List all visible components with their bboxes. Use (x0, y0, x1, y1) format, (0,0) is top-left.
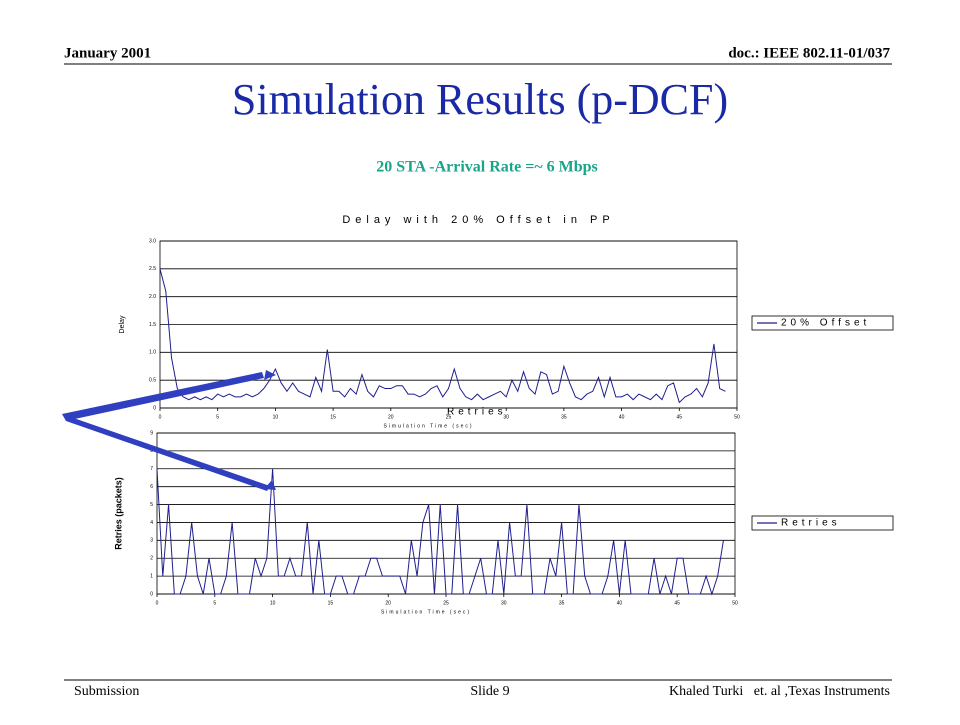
x-tick-label: 25 (446, 414, 452, 420)
x-tick-label: 25 (443, 600, 449, 606)
x-tick-label: 50 (734, 414, 740, 420)
legend-label: 20% Offset (781, 318, 870, 329)
slide-title: Simulation Results (p-DCF) (232, 75, 728, 124)
annotation: Retries (447, 407, 507, 418)
data-line (159, 268, 726, 404)
y-tick-label: 2 (150, 556, 153, 562)
legend-box (751, 515, 894, 531)
arrow-head (264, 370, 276, 380)
x-tick-label: 50 (732, 600, 738, 606)
y-tick-label: 1 (150, 573, 153, 579)
slide-subtitle: 20 STA -Arrival Rate =~ 6 Mbps (376, 159, 598, 176)
y-tick-label: 2.5 (149, 266, 156, 272)
x-tick-label: 0 (159, 414, 162, 420)
y-tick-label: 3 (150, 538, 153, 544)
legend-label: Retries (781, 518, 841, 529)
footer-center: Slide 9 (470, 684, 509, 699)
x-tick-label: 20 (385, 600, 391, 606)
chart-title: Delay with 20% Offset in PP (342, 214, 614, 226)
y-tick-label: 8 (150, 448, 153, 454)
x-axis-label: Simulation Time (sec) (383, 423, 473, 429)
footer-left: Submission (74, 684, 139, 699)
x-tick-label: 10 (270, 600, 276, 606)
header-date: January 2001 (64, 45, 151, 61)
y-tick-label: 0 (150, 591, 153, 597)
x-tick-label: 35 (559, 600, 565, 606)
x-tick-label: 45 (674, 600, 680, 606)
x-tick-label: 30 (503, 414, 509, 420)
x-tick-label: 20 (388, 414, 394, 420)
y-axis-label: Retries (packets) (113, 477, 123, 550)
arrow (62, 372, 264, 420)
footer-right: Khaled Turki et. al ,Texas Instruments (669, 684, 890, 699)
legend-box (751, 315, 894, 331)
x-tick-label: 10 (273, 414, 279, 420)
y-tick-label: 0 (153, 405, 156, 411)
y-tick-label: 1.5 (149, 322, 156, 328)
y-tick-label: 2.0 (149, 294, 156, 300)
header-doc: doc.: IEEE 802.11-01/037 (728, 45, 890, 61)
y-tick-label: 1.0 (149, 350, 156, 356)
x-tick-label: 5 (216, 414, 219, 420)
y-tick-label: 5 (150, 502, 153, 508)
y-tick-label: 4 (150, 520, 153, 526)
charts: 00.51.01.52.02.53.00 5 10 15 20 25 30 35 40 45 50D… (113, 214, 894, 615)
y-tick-label: 6 (150, 484, 153, 490)
y-tick-label: 7 (150, 466, 153, 472)
x-tick-label: 45 (677, 414, 683, 420)
y-tick-label: 3.0 (149, 238, 156, 244)
plot-area (156, 432, 736, 595)
y-tick-label: 9 (150, 430, 153, 436)
x-tick-label: 5 (213, 600, 216, 606)
x-axis-label: Simulation Time (sec) (381, 609, 471, 615)
x-tick-label: 40 (619, 414, 625, 420)
x-tick-label: 30 (501, 600, 507, 606)
x-tick-label: 35 (561, 414, 567, 420)
data-line (156, 468, 724, 596)
x-tick-label: 0 (156, 600, 159, 606)
x-tick-label: 15 (330, 414, 336, 420)
y-axis-label: Delay (119, 315, 126, 333)
x-tick-label: 15 (328, 600, 334, 606)
x-tick-label: 40 (617, 600, 623, 606)
arrow (62, 414, 270, 491)
y-tick-label: 0.5 (149, 377, 156, 383)
arrow-head (264, 480, 276, 490)
